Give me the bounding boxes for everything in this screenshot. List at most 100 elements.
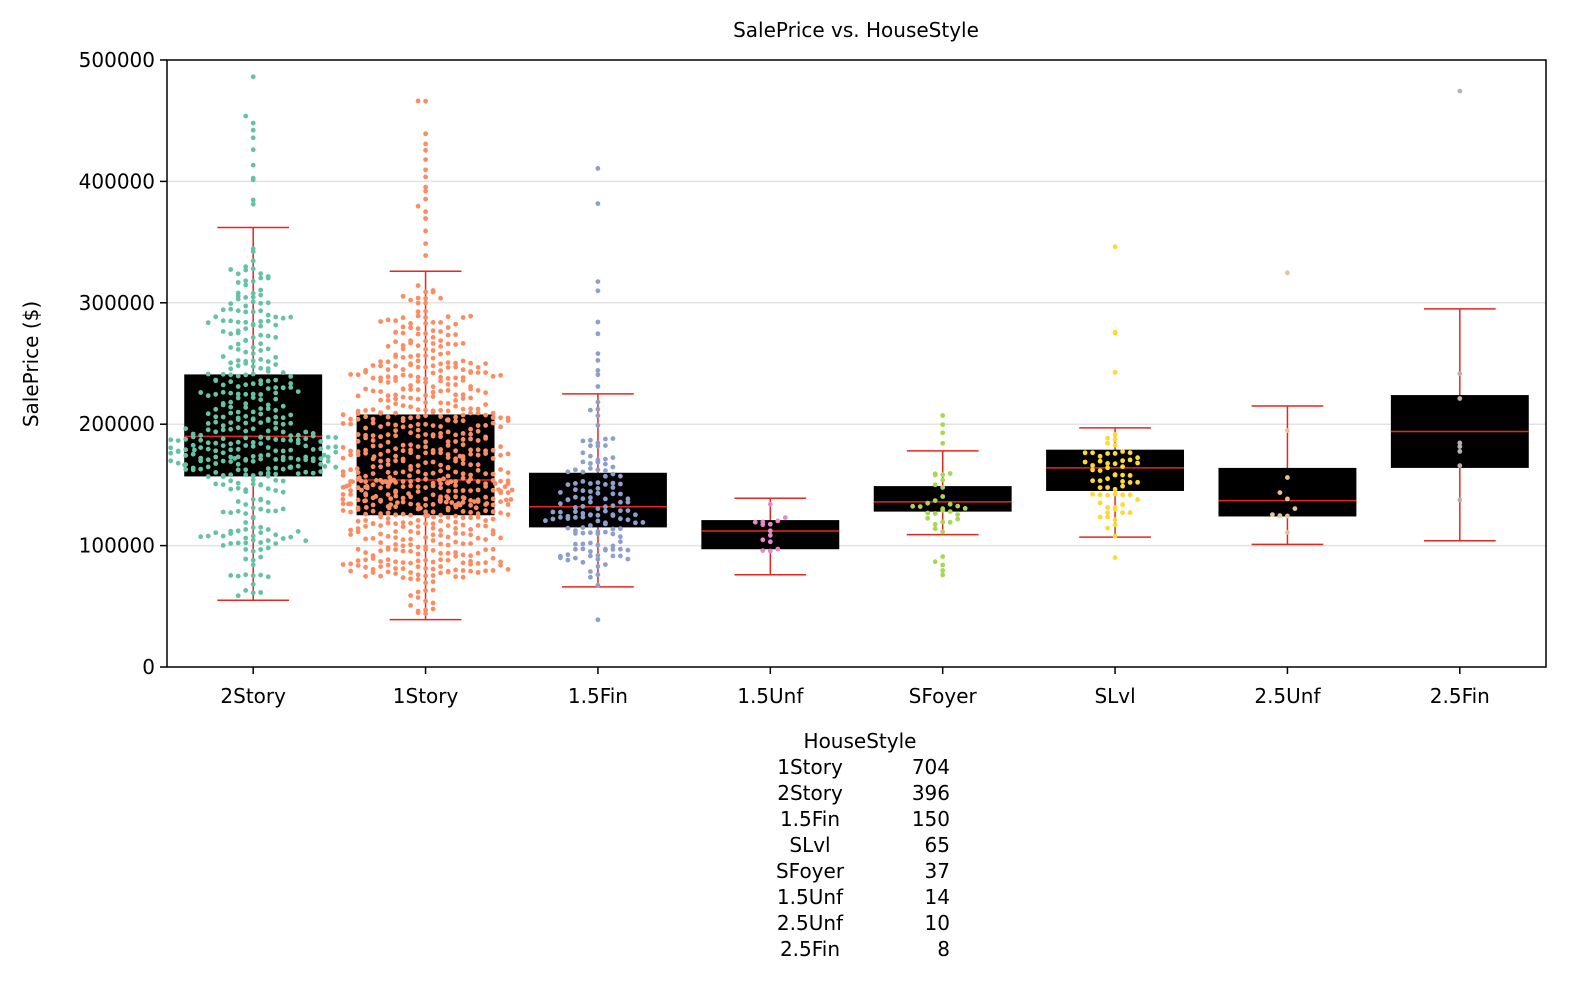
swarm-point (610, 464, 616, 470)
swarm-point (1457, 497, 1463, 503)
swarm-point (460, 392, 466, 397)
swarm-point (355, 449, 361, 454)
swarm-point (475, 452, 481, 458)
swarm-point (415, 551, 421, 557)
swarm-point (258, 471, 264, 476)
swarm-point (475, 447, 481, 453)
swarm-point (483, 494, 488, 500)
swarm-point (258, 482, 264, 487)
swarm-point (318, 446, 324, 452)
swarm-point (205, 320, 211, 326)
swarm-point (430, 480, 436, 486)
swarm-point (340, 412, 346, 418)
swarm-point (483, 560, 488, 566)
swarm-point (415, 577, 421, 582)
swarm-point (1105, 461, 1110, 466)
swarm-point (453, 321, 458, 327)
swarm-point (288, 412, 294, 418)
swarm-point (408, 297, 413, 303)
swarm-point (580, 459, 586, 465)
swarm-point (453, 574, 458, 580)
swarm-point (767, 539, 773, 545)
swarm-point (468, 515, 473, 521)
swarm-point (258, 530, 264, 535)
swarm-point (445, 542, 451, 548)
swarm-point (235, 395, 241, 401)
swarm-point (1127, 450, 1133, 456)
swarm-point (265, 527, 271, 532)
swarm-point (475, 497, 481, 503)
swarm-point (258, 554, 264, 560)
swarm-point (468, 431, 473, 437)
swarm-point (1105, 525, 1110, 531)
swarm-point (250, 395, 256, 400)
swarm-point (228, 510, 234, 516)
swarm-point (258, 275, 264, 281)
swarm-point (346, 501, 351, 507)
swarm-point (430, 384, 436, 390)
swarm-point (183, 467, 189, 472)
swarm-point (280, 506, 286, 512)
swarm-point (483, 448, 488, 454)
swarm-point (588, 540, 593, 546)
swarm-point (408, 415, 413, 421)
swarm-point (595, 518, 601, 524)
swarm-point (400, 293, 406, 299)
swarm-point (258, 506, 264, 512)
swarm-point (445, 480, 450, 486)
swarm-point (1097, 453, 1103, 459)
swarm-point (595, 512, 601, 518)
swarm-point (595, 467, 601, 473)
swarm-point (595, 319, 601, 325)
swarm-point (505, 490, 511, 496)
swarm-point (258, 365, 264, 371)
swarm-point (250, 246, 256, 252)
swarm-point (348, 492, 353, 497)
swarm-point (475, 514, 481, 520)
counts-row: 2.5Unf 10 (760, 910, 960, 936)
box-2.5Fin (1390, 308, 1529, 542)
swarm-point (1105, 485, 1110, 490)
swarm-point (1105, 514, 1110, 520)
swarm-point (453, 439, 458, 444)
swarm-point (408, 325, 413, 331)
swarm-point (393, 392, 398, 398)
swarm-point (573, 487, 578, 493)
swarm-point (1112, 517, 1118, 523)
swarm-point (250, 147, 256, 153)
swarm-point (580, 530, 586, 536)
swarm-point (468, 406, 473, 412)
swarm-point (430, 423, 436, 428)
swarm-point (250, 409, 256, 415)
swarm-point (355, 485, 361, 491)
swarm-point (415, 313, 421, 319)
swarm-point (1112, 329, 1118, 335)
swarm-point (205, 464, 211, 470)
swarm-point (288, 420, 294, 426)
swarm-point (243, 349, 249, 355)
swarm-point (198, 466, 204, 472)
swarm-point (565, 482, 571, 487)
swarm-point (588, 499, 593, 505)
swarm-point (498, 444, 503, 449)
swarm-point (415, 343, 421, 349)
swarm-point (423, 147, 428, 153)
swarm-point (280, 385, 286, 391)
swarm-point (453, 513, 458, 519)
swarm-point (355, 518, 361, 524)
swarm-point (438, 295, 443, 301)
swarm-point (250, 299, 256, 305)
swarm-point (430, 363, 436, 369)
swarm-point (400, 394, 406, 400)
swarm-point (932, 521, 938, 527)
swarm-point (265, 452, 271, 458)
swarm-point (940, 422, 946, 427)
swarm-point (483, 547, 488, 553)
swarm-point (385, 462, 391, 467)
swarm-point (228, 360, 234, 366)
swarm-point (370, 482, 376, 488)
swarm-point (468, 510, 473, 515)
x-tick-label: 2Story (220, 684, 286, 708)
swarm-point (400, 560, 406, 565)
swarm-point (273, 396, 279, 402)
